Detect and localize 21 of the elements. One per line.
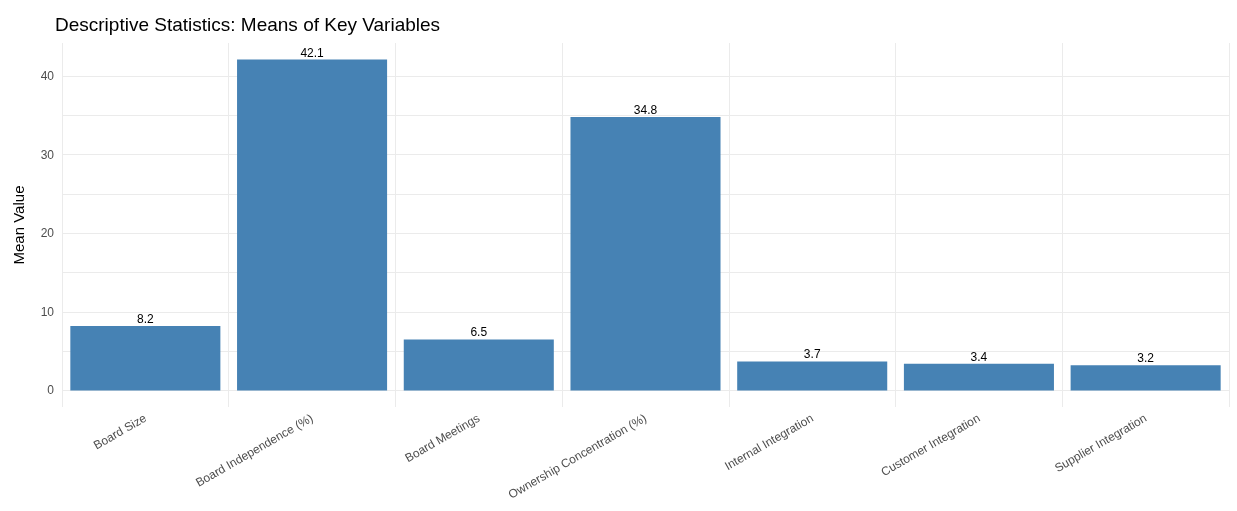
data-label: 3.7	[803, 347, 821, 362]
bar	[70, 326, 221, 391]
bar	[1070, 365, 1221, 391]
data-label: 3.4	[970, 349, 988, 364]
bar	[737, 361, 888, 391]
data-label: 42.1	[300, 45, 325, 60]
data-label: 34.8	[633, 102, 658, 117]
chart-title: Descriptive Statistics: Means of Key Variables	[55, 14, 441, 35]
data-label: 8.2	[137, 312, 155, 327]
y-tick-label: 20	[40, 226, 55, 241]
bar	[903, 363, 1054, 391]
data-label: 3.2	[1137, 351, 1155, 366]
y-tick-label: 10	[40, 304, 55, 319]
y-tick-label: 30	[40, 147, 55, 162]
data-label: 6.5	[470, 325, 488, 340]
y-axis-title: Mean Value	[10, 185, 27, 265]
bar	[570, 116, 721, 391]
y-tick-label: 0	[47, 383, 55, 398]
bar	[237, 59, 388, 391]
bar	[403, 339, 554, 391]
y-tick-label: 40	[40, 69, 55, 84]
